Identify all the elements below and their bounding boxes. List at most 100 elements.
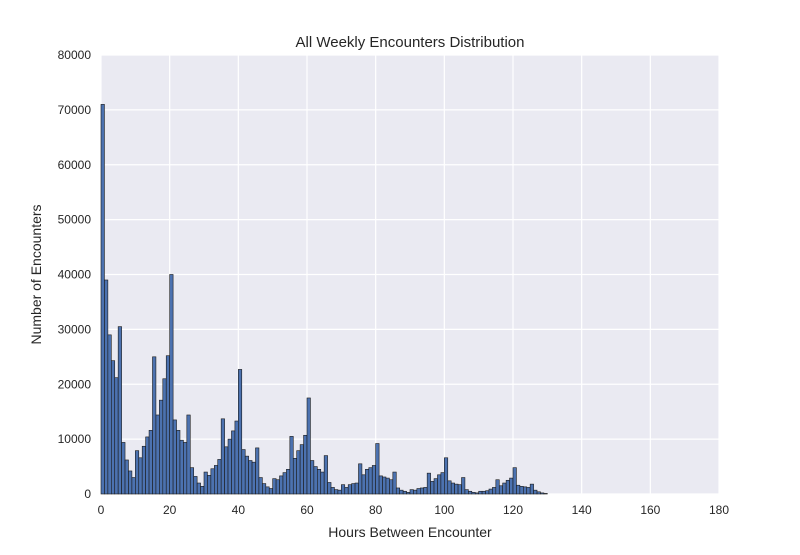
histogram-bar	[313, 466, 318, 495]
x-tick-label: 20	[163, 503, 177, 517]
y-tick-label: 60000	[58, 158, 92, 172]
histogram-bar	[138, 457, 143, 495]
histogram-bar	[399, 489, 404, 495]
histogram-bar	[409, 489, 414, 495]
histogram-bar	[111, 360, 116, 495]
histogram-bar	[117, 326, 122, 495]
histogram-bar	[492, 487, 497, 495]
histogram-bar	[303, 434, 308, 495]
histogram-bar	[330, 487, 335, 495]
histogram-bar	[351, 483, 356, 495]
histogram-bar	[344, 487, 349, 495]
x-tick-label: 180	[709, 503, 729, 517]
histogram-bar	[316, 469, 322, 495]
histogram-bar	[419, 487, 425, 495]
histogram-bars	[100, 104, 548, 495]
histogram-bar	[323, 455, 328, 495]
histogram-bar	[220, 418, 225, 495]
histogram-bar	[337, 489, 342, 495]
histogram-bar	[251, 461, 256, 495]
histogram-bar	[114, 377, 119, 495]
y-axis-ticks: 0 10000 20000 30000 40000 50000 60000 70000 8000…	[58, 48, 92, 501]
histogram-bar	[196, 482, 201, 495]
histogram-bar	[210, 468, 215, 495]
histogram-bar	[495, 479, 500, 495]
histogram-bar	[275, 479, 280, 495]
histogram-bar	[207, 475, 212, 495]
x-tick-label: 120	[503, 503, 523, 517]
histogram-bar	[121, 442, 126, 495]
histogram-bar	[327, 482, 332, 495]
histogram-bar	[189, 467, 194, 495]
histogram-bar	[505, 479, 510, 495]
histogram-bar	[450, 482, 455, 495]
x-axis-ticks: 0 20 40 60 80 100 120 140 160 180	[98, 503, 730, 517]
y-tick-label: 80000	[58, 48, 92, 62]
histogram-bar	[423, 487, 428, 495]
histogram-bar	[172, 419, 177, 495]
histogram-bar	[255, 447, 260, 495]
x-tick-label: 160	[640, 503, 660, 517]
histogram-bar	[193, 476, 198, 495]
histogram-bar	[416, 488, 421, 495]
histogram-bar	[141, 445, 146, 495]
histogram-bar	[272, 478, 277, 495]
histogram-bar	[543, 493, 548, 495]
histogram-bar	[509, 477, 514, 495]
histogram-bar	[354, 482, 359, 495]
histogram-bar	[155, 414, 160, 495]
histogram-bar	[365, 469, 370, 495]
histogram-bar	[519, 486, 524, 495]
x-tick-label: 100	[434, 503, 454, 517]
histogram-bar	[382, 476, 387, 495]
histogram-bar	[502, 482, 507, 495]
histogram-bar	[241, 449, 246, 495]
histogram-bar	[159, 399, 164, 495]
x-tick-label: 0	[98, 503, 105, 517]
histogram-bar	[385, 477, 390, 495]
histogram-bar	[437, 474, 442, 495]
histogram-bar	[361, 474, 366, 495]
histogram-bar	[430, 481, 435, 495]
histogram-bar	[107, 334, 112, 495]
histogram-bar	[529, 483, 534, 495]
histogram-bar	[186, 414, 191, 495]
histogram-bar	[461, 477, 466, 495]
histogram-bar	[471, 492, 476, 495]
histogram-bar	[406, 492, 411, 495]
histogram-bar	[526, 487, 531, 495]
histogram-bar	[522, 486, 528, 495]
histogram-bar	[481, 490, 486, 495]
histogram-bar	[165, 355, 170, 495]
histogram-bar	[292, 458, 297, 495]
histogram-bar	[447, 480, 452, 495]
histogram-bar	[488, 488, 493, 495]
histogram-bar	[296, 450, 301, 495]
histogram-bar	[371, 465, 376, 495]
histogram-bar	[378, 475, 383, 495]
x-tick-label: 140	[572, 503, 592, 517]
histogram-bar	[464, 489, 469, 495]
histogram-bar	[152, 356, 157, 495]
histogram-bar	[135, 450, 140, 495]
histogram-bar	[286, 469, 291, 495]
histogram-bar	[368, 467, 373, 495]
histogram-bar	[217, 459, 222, 495]
histogram-bar	[148, 430, 153, 495]
histogram-bar	[413, 489, 418, 495]
y-tick-label: 70000	[58, 103, 92, 117]
histogram-bar	[474, 492, 479, 495]
histogram-bar	[244, 455, 249, 495]
histogram-bar	[389, 479, 394, 495]
histogram-bar	[341, 484, 346, 495]
y-tick-label: 10000	[58, 432, 92, 446]
histogram-bar	[485, 490, 490, 495]
histogram-bar	[516, 484, 521, 495]
histogram-bar	[454, 483, 459, 495]
histogram-bar	[299, 444, 304, 495]
histogram-bar	[224, 446, 229, 495]
histogram-bar	[162, 378, 167, 495]
histogram-bar	[179, 439, 184, 495]
histogram-bar	[512, 467, 517, 495]
